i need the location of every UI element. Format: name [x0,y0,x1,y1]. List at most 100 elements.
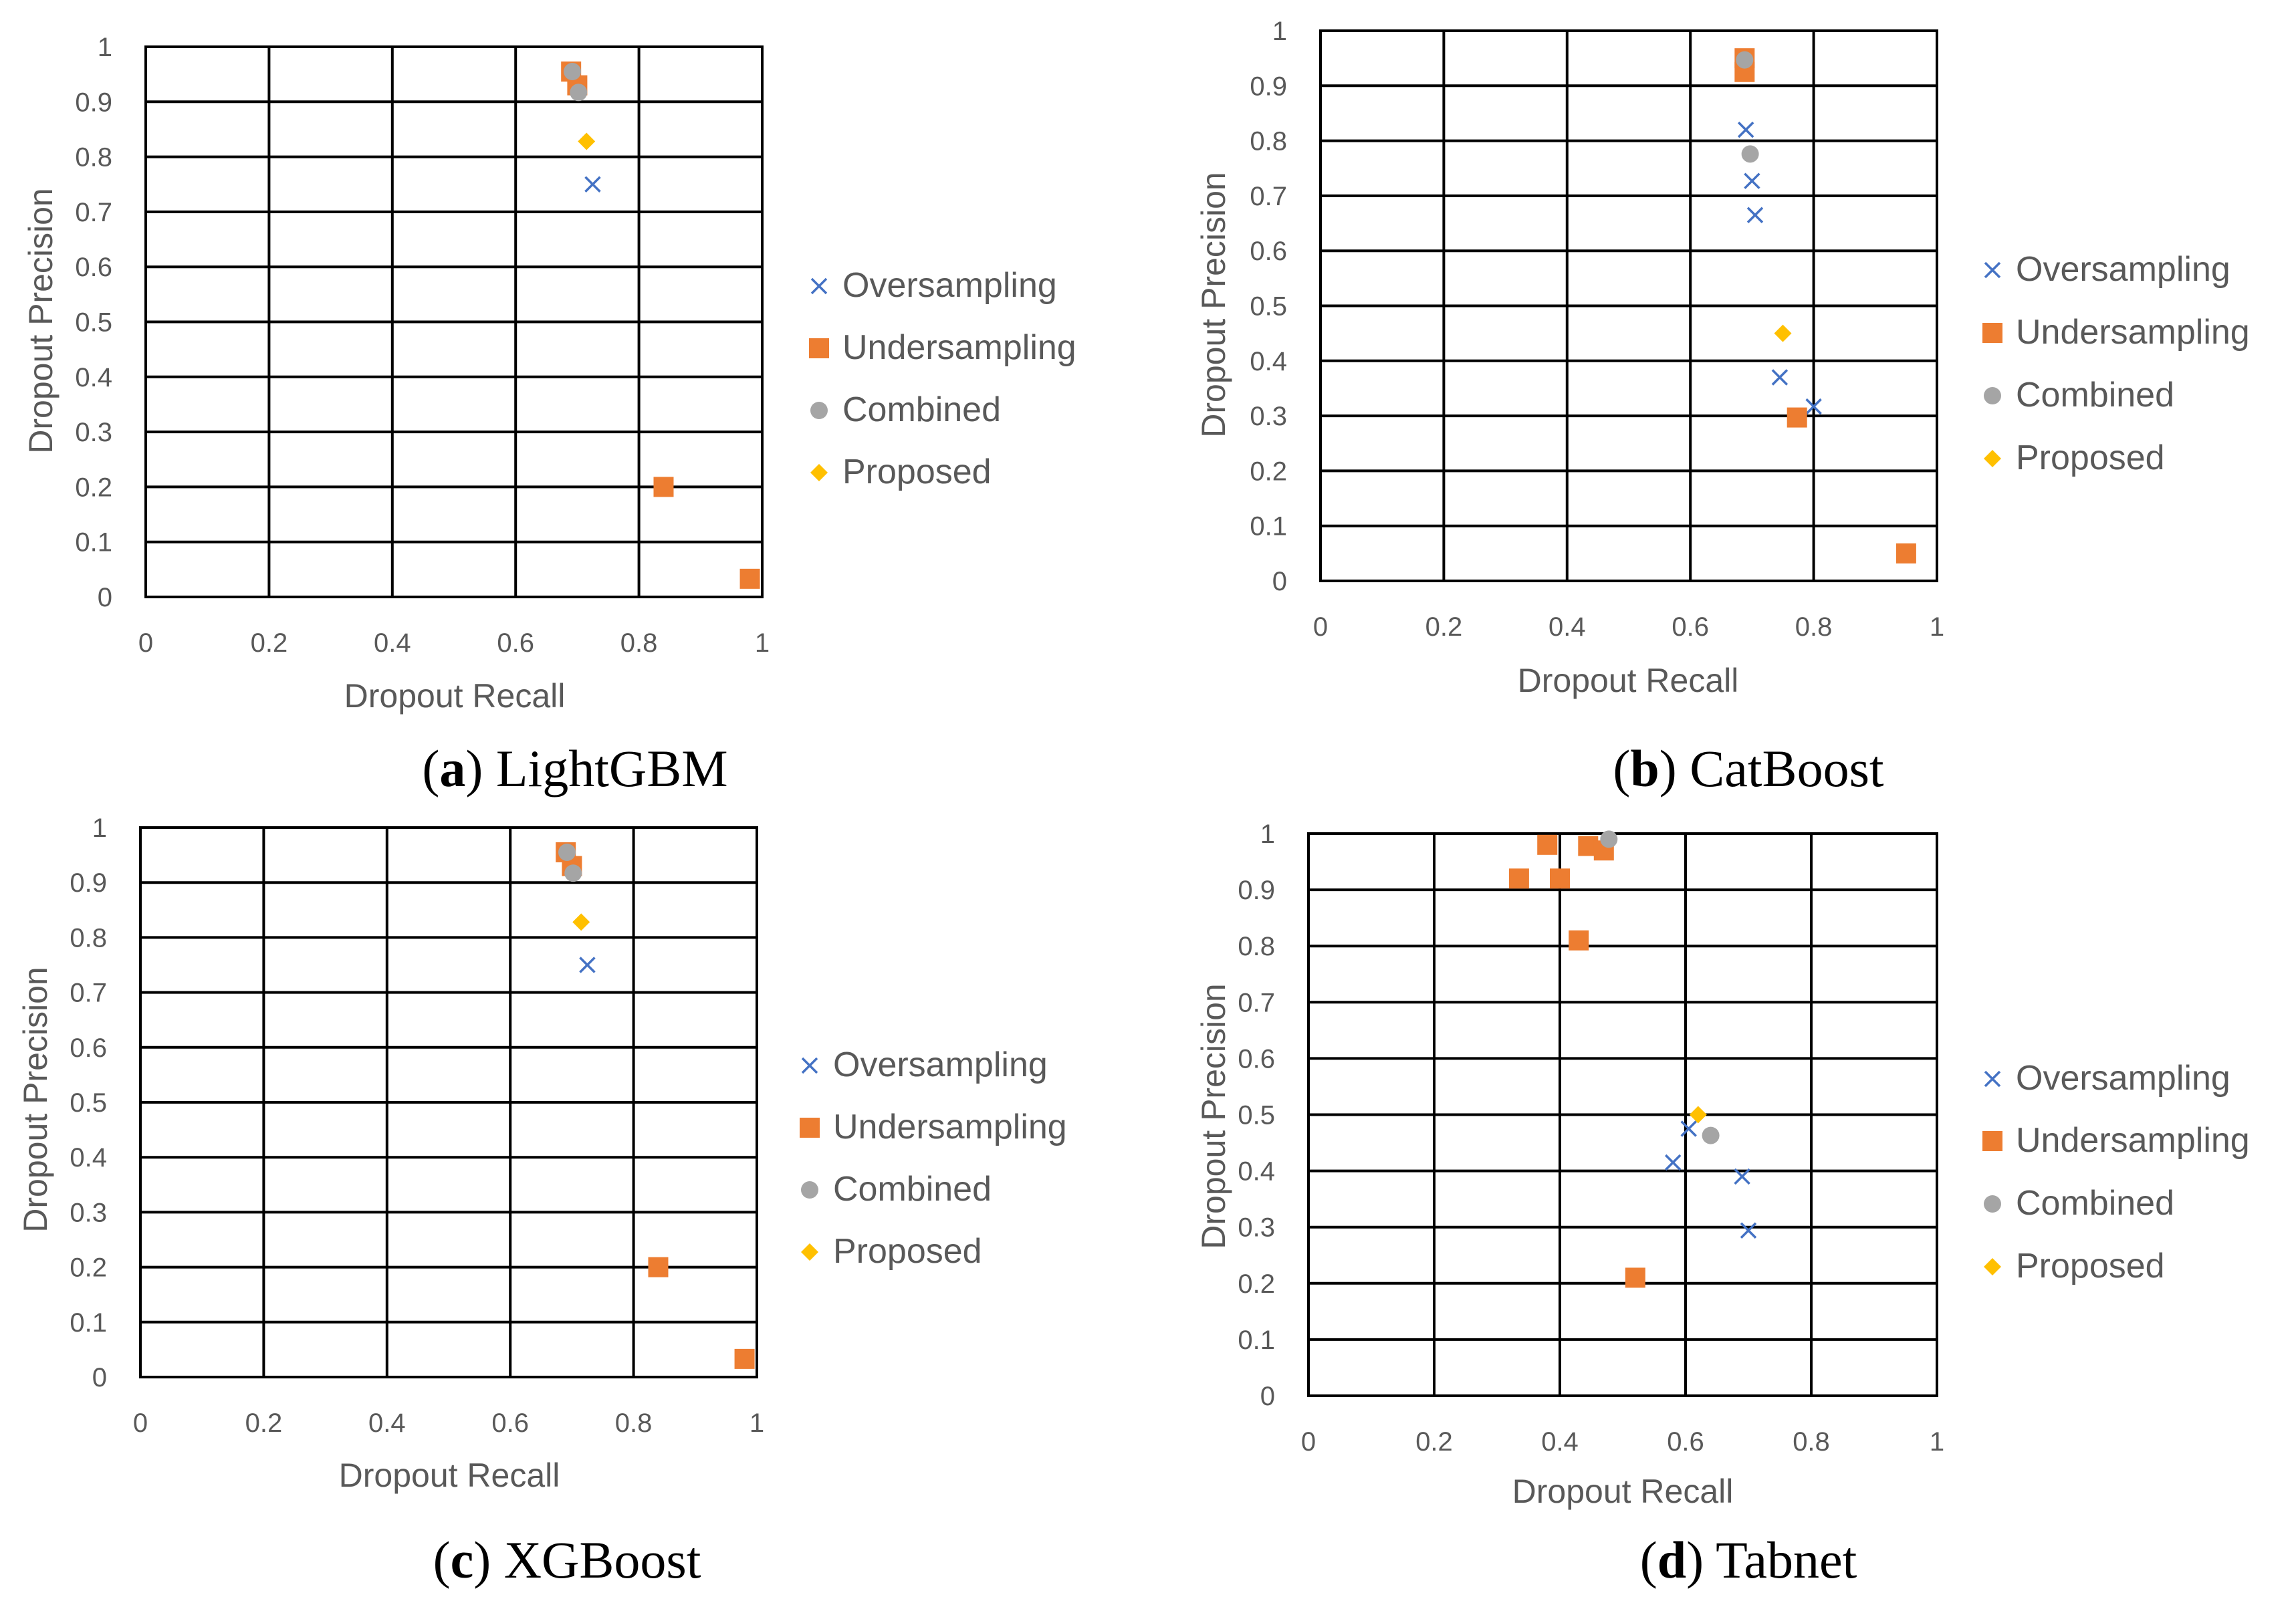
point-oversampling [584,176,601,193]
y-tick-label: 0.3 [1250,402,1287,431]
y-axis-title-lightgbm: Dropout Precision [22,188,60,453]
point-oversampling [1771,369,1789,386]
x-tick-label: 0.6 [497,628,534,658]
point-proposed [1689,1106,1707,1124]
plot-area-catboost [1319,29,1938,582]
y-tick-label: 0.5 [1250,292,1287,322]
x-tick-label: 0.6 [1672,612,1709,642]
y-tick-label: 0 [92,1363,107,1392]
x-tick-label: 0.6 [491,1408,529,1438]
y-axis-title-xgboost: Dropout Precision [17,967,54,1232]
point-combined [564,864,582,882]
legend-catboost: Oversampling Undersampling Combined Prop… [1982,250,2250,477]
y-tick-label: 1 [92,814,107,843]
legend-label-undersampling: Undersampling [842,328,1076,367]
plot-border [144,45,764,598]
point-combined [1741,145,1759,163]
point-undersampling [1550,868,1570,889]
y-tick-label: 0.6 [1238,1044,1275,1074]
point-oversampling [1734,1168,1750,1185]
point-undersampling [653,477,674,497]
legend-label-proposed: Proposed [842,453,992,491]
point-undersampling [1896,543,1916,564]
y-tick-label: 0.7 [75,198,112,227]
point-oversampling [1664,1154,1682,1171]
point-proposed [578,132,596,150]
legend-marker-oversampling [1984,1070,2001,1088]
legend-label-combined: Combined [2016,1184,2174,1223]
legend-xgboost: Oversampling Undersampling Combined Prop… [800,1045,1067,1271]
x-tick-label: 0.2 [1425,612,1463,642]
y-tick-label: 0.4 [1250,347,1287,376]
x-axis-ticks-catboost: 0 0.2 0.4 0.6 0.8 1 [1313,612,1944,642]
y-tick-label: 0.3 [1238,1213,1275,1243]
caption-label-xgboost: c [451,1531,474,1589]
legend-marker-proposed [1984,450,2001,467]
y-tick-label: 0.6 [75,253,112,282]
point-oversampling [579,957,596,973]
caption-label-catboost: b [1630,739,1659,797]
panel-catboost: 0 0.1 0.2 0.3 0.4 0.5 0.6 0.7 0.8 0.9 1 0 0.2 0.4 0.6… [1195,17,2250,797]
caption-label-lightgbm: a [439,739,465,797]
point-oversampling [1805,398,1822,415]
legend-label-undersampling: Undersampling [2016,313,2250,352]
point-undersampling [648,1257,669,1277]
legend-label-combined: Combined [833,1170,992,1209]
legend-marker-proposed [810,464,828,481]
point-undersampling [734,1348,755,1369]
legend-label-oversampling: Oversampling [842,266,1057,305]
caption-title-xgboost: XGBoost [504,1531,701,1589]
y-axis-ticks-catboost: 0 0.1 0.2 0.3 0.4 0.5 0.6 0.7 0.8 0.9 1 [1250,17,1287,596]
point-combined [570,84,588,102]
legend-marker-combined [810,402,828,419]
y-tick-label: 0.9 [1250,72,1287,101]
caption-tabnet: (d) Tabnet [1640,1531,1857,1589]
legend-tabnet: Oversampling Undersampling Combined Prop… [1982,1059,2250,1285]
x-axis-title-catboost: Dropout Recall [1518,662,1739,699]
x-tick-label: 0.8 [620,628,658,658]
y-tick-label: 0.4 [75,363,112,392]
y-tick-label: 0.9 [1238,876,1275,905]
y-axis-title-catboost: Dropout Precision [1195,172,1232,437]
point-combined [1600,830,1618,848]
x-tick-label: 0 [138,628,153,658]
point-undersampling [739,568,760,589]
legend-marker-undersampling [800,1118,820,1138]
point-oversampling [1737,121,1754,138]
point-undersampling [1508,868,1529,889]
legend-label-oversampling: Oversampling [2016,250,2230,289]
legend-label-combined: Combined [842,390,1001,429]
x-tick-label: 0 [1313,612,1328,642]
point-oversampling [1680,1120,1697,1137]
x-tick-label: 0.2 [245,1408,283,1438]
y-axis-ticks-xgboost: 0 0.1 0.2 0.3 0.4 0.5 0.6 0.7 0.8 0.9 1 [70,814,107,1392]
x-tick-label: 0.8 [1795,612,1833,642]
x-tick-label: 0.2 [251,628,288,658]
y-tick-label: 0.3 [70,1198,107,1227]
y-tick-label: 0.1 [70,1308,107,1338]
y-axis-ticks-tabnet: 0 0.1 0.2 0.3 0.4 0.5 0.6 0.7 0.8 0.9 1 [1238,820,1275,1411]
x-axis-title-lightgbm: Dropout Recall [344,677,566,715]
caption-catboost: (b) CatBoost [1613,739,1884,797]
legend-label-oversampling: Oversampling [2016,1059,2230,1098]
point-undersampling [1625,1267,1645,1288]
x-tick-label: 0.4 [368,1408,406,1438]
y-tick-label: 0 [98,583,112,612]
caption-title-lightgbm: LightGBM [496,739,728,797]
point-oversampling [1744,172,1760,189]
y-tick-label: 0.6 [70,1033,107,1063]
y-tick-label: 0.1 [75,528,112,558]
plot-border [139,826,758,1378]
y-tick-label: 0.2 [70,1253,107,1283]
y-tick-label: 0.2 [1238,1269,1275,1299]
x-tick-label: 0.4 [1548,612,1586,642]
y-tick-label: 0.9 [70,868,107,898]
y-tick-label: 0.5 [75,308,112,338]
x-axis-ticks-lightgbm: 0 0.2 0.4 0.6 0.8 1 [138,628,770,658]
y-tick-label: 0.1 [1238,1326,1275,1355]
data-points-xgboost [556,842,755,1369]
x-tick-label: 0.4 [374,628,411,658]
x-tick-label: 0.8 [1793,1427,1830,1457]
legend-marker-combined [1984,387,2001,404]
